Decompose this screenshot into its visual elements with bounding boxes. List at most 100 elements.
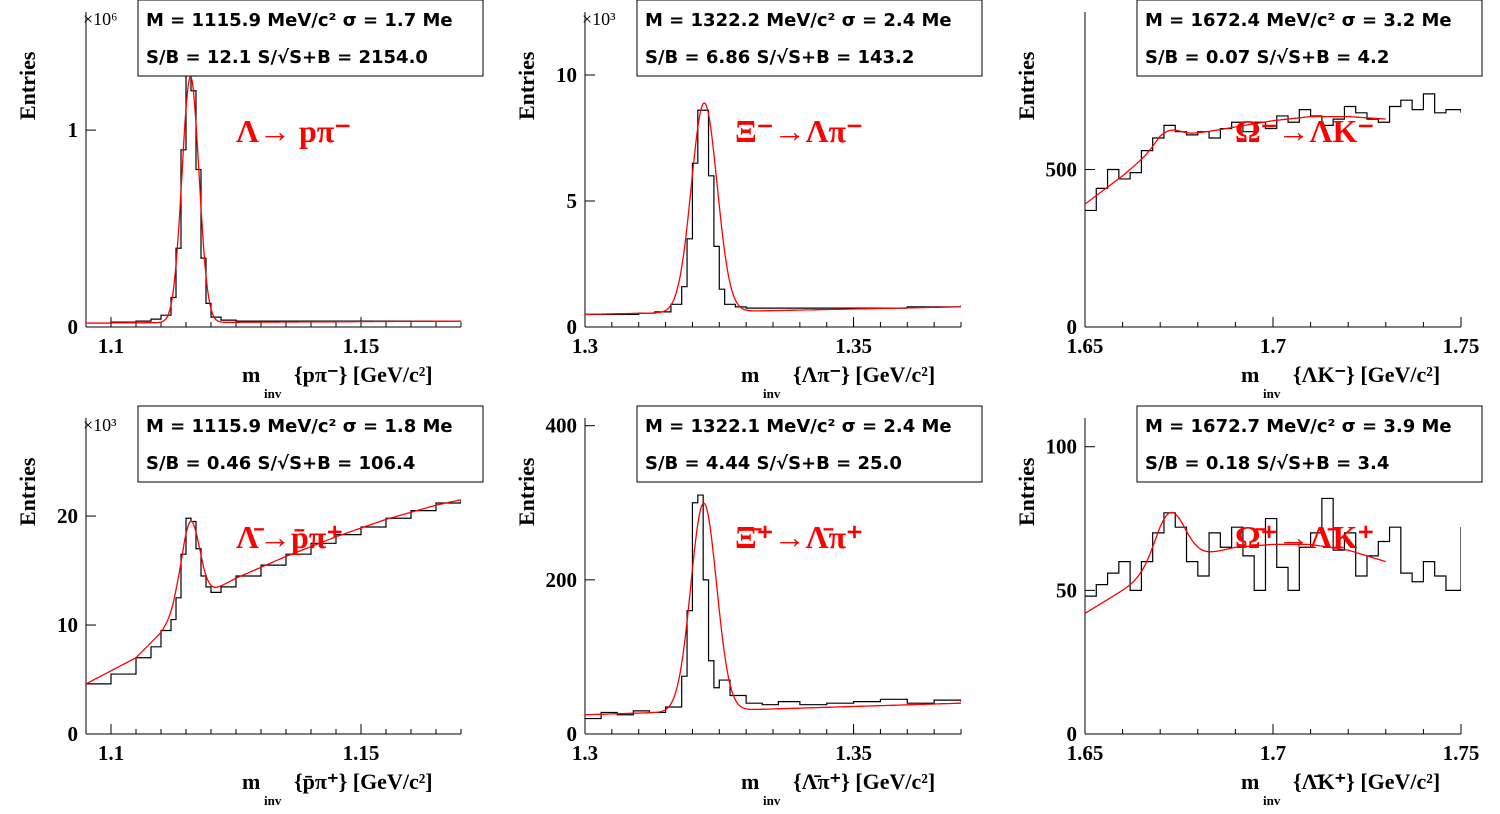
stats-line-2: S/B = 0.18 S/√S+B = 3.4 — [1145, 453, 1389, 474]
x-axis-label-sub: inv — [763, 386, 781, 401]
stats-box-frame — [137, 0, 484, 77]
x-tick-label: 1.7 — [1260, 334, 1286, 358]
stats-line-2: S/B = 0.07 S/√S+B = 4.2 — [1145, 47, 1389, 68]
stats-box: M = 1322.1 MeV/c² σ = 2.4 Me S/B = 4.44 S… — [636, 405, 983, 483]
fit-curve — [86, 499, 461, 685]
stats-line-1: M = 1322.2 MeV/c² σ = 2.4 Me — [645, 10, 952, 31]
stats-line-2: S/B = 0.46 S/√S+B = 106.4 — [146, 453, 415, 474]
stats-line-2: S/B = 12.1 S/√S+B = 2154.0 — [146, 47, 428, 68]
decay-label: Ξ⁻→Λπ⁻ — [735, 113, 863, 149]
decay-label: Λ→ pπ⁻ — [236, 113, 351, 149]
fit-curve — [1085, 511, 1386, 614]
y-tick-label: 20 — [57, 504, 78, 528]
histogram-line — [585, 109, 961, 315]
stats-box-frame — [636, 405, 983, 483]
fit-curve — [585, 502, 961, 716]
x-axis-label-sub: inv — [763, 793, 781, 808]
x-tick-label: 1.75 — [1443, 741, 1480, 765]
x-axis-label-sub: inv — [1263, 793, 1281, 808]
x-axis-label-sub: inv — [264, 793, 282, 808]
y-multiplier: ×10⁶ — [83, 9, 117, 29]
x-tick-label: 1.7 — [1260, 741, 1286, 765]
y-tick-label: 500 — [1046, 158, 1078, 182]
histogram-line — [86, 499, 461, 685]
stats-box-frame — [137, 405, 484, 483]
x-tick-label: 1.65 — [1067, 334, 1104, 358]
stats-line-2: S/B = 4.44 S/√S+B = 25.0 — [645, 453, 902, 474]
fit-curve — [585, 102, 961, 316]
x-tick-label: 1.75 — [1443, 334, 1480, 358]
x-axis-label-rest: {Λ̄K⁺} [GeV/c²] — [1293, 769, 1440, 794]
x-tick-label: 1.35 — [835, 741, 872, 765]
x-axis-label-sub: inv — [264, 386, 282, 401]
x-axis-label-main: m — [741, 362, 759, 387]
histogram-line — [1085, 93, 1461, 212]
y-tick-label: 200 — [546, 568, 578, 592]
y-axis-label: Entries — [514, 51, 539, 120]
fit-curve — [1085, 115, 1386, 205]
stats-line-2: S/B = 6.86 S/√S+B = 143.2 — [645, 47, 914, 68]
y-tick-label: 0 — [567, 722, 578, 746]
y-tick-label: 0 — [1067, 722, 1078, 746]
stats-box-frame — [1136, 405, 1483, 483]
stats-line-1: M = 1672.4 MeV/c² σ = 3.2 Me — [1145, 10, 1452, 31]
stats-box: M = 1672.4 MeV/c² σ = 3.2 Me S/B = 0.07 S… — [1136, 0, 1483, 77]
y-multiplier: ×10³ — [83, 415, 117, 435]
y-multiplier: ×10³ — [582, 9, 616, 29]
stats-box-frame — [636, 0, 983, 77]
stats-box: M = 1322.2 MeV/c² σ = 2.4 Me S/B = 6.86 S… — [636, 0, 983, 77]
y-tick-label: 0 — [68, 315, 79, 339]
fit-curve — [86, 75, 461, 324]
x-axis-label-rest: {ΛK⁻} [GeV/c²] — [1293, 362, 1440, 387]
x-tick-label: 1.35 — [835, 334, 872, 358]
stats-box-frame — [1136, 0, 1483, 77]
x-axis-label-main: m — [1241, 362, 1259, 387]
stats-line-1: M = 1322.1 MeV/c² σ = 2.4 Me — [645, 416, 952, 437]
y-tick-label: 0 — [1067, 315, 1078, 339]
x-axis-label-main: m — [1241, 769, 1259, 794]
y-tick-label: 0 — [68, 722, 79, 746]
y-tick-label: 10 — [556, 63, 577, 87]
decay-label: Ξ̄⁺→Λ̄π⁺ — [735, 519, 863, 555]
x-axis-label-main: m — [242, 769, 260, 794]
x-axis-label-rest: {p̄π⁺} [GeV/c²] — [294, 769, 433, 794]
x-axis-label-rest: {pπ⁻} [GeV/c²] — [294, 362, 433, 387]
y-axis-label: Entries — [514, 457, 539, 526]
stats-box: M = 1115.9 MeV/c² σ = 1.8 Me S/B = 0.46 S… — [137, 405, 484, 483]
x-axis-label-rest: {Λπ⁻} [GeV/c²] — [793, 362, 935, 387]
x-tick-label: 1.1 — [98, 741, 124, 765]
y-tick-label: 400 — [546, 414, 578, 438]
x-tick-label: 1.15 — [343, 741, 380, 765]
decay-label: Ω⁻→ΛK⁻ — [1235, 113, 1374, 149]
x-axis-label-main: m — [741, 769, 759, 794]
decay-label: Λ̄→p̄π⁺ — [236, 519, 343, 555]
stats-line-1: M = 1672.7 MeV/c² σ = 3.9 Me — [1145, 416, 1452, 437]
histogram-line — [86, 40, 461, 324]
x-tick-label: 1.65 — [1067, 741, 1104, 765]
y-axis-label: Entries — [15, 457, 40, 526]
x-tick-label: 1.3 — [572, 741, 598, 765]
y-tick-label: 50 — [1056, 578, 1077, 602]
stats-box: M = 1115.9 MeV/c² σ = 1.7 Me S/B = 12.1 S… — [137, 0, 484, 77]
y-tick-label: 0 — [567, 315, 578, 339]
x-axis-label-sub: inv — [1263, 386, 1281, 401]
y-axis-label: Entries — [1014, 457, 1039, 526]
x-tick-label: 1.15 — [343, 334, 380, 358]
y-tick-label: 10 — [57, 613, 78, 637]
stats-line-1: M = 1115.9 MeV/c² σ = 1.7 Me — [146, 10, 453, 31]
decay-label: Ω̄⁺→Λ̄K⁺ — [1235, 519, 1374, 555]
x-tick-label: 1.1 — [98, 334, 124, 358]
y-tick-label: 5 — [567, 189, 578, 213]
x-axis-label-rest: {Λ̄π⁺} [GeV/c²] — [793, 769, 935, 794]
x-axis-label-main: m — [242, 362, 260, 387]
y-tick-label: 100 — [1046, 435, 1078, 459]
y-axis-label: Entries — [15, 51, 40, 120]
y-axis-label: Entries — [1014, 51, 1039, 120]
